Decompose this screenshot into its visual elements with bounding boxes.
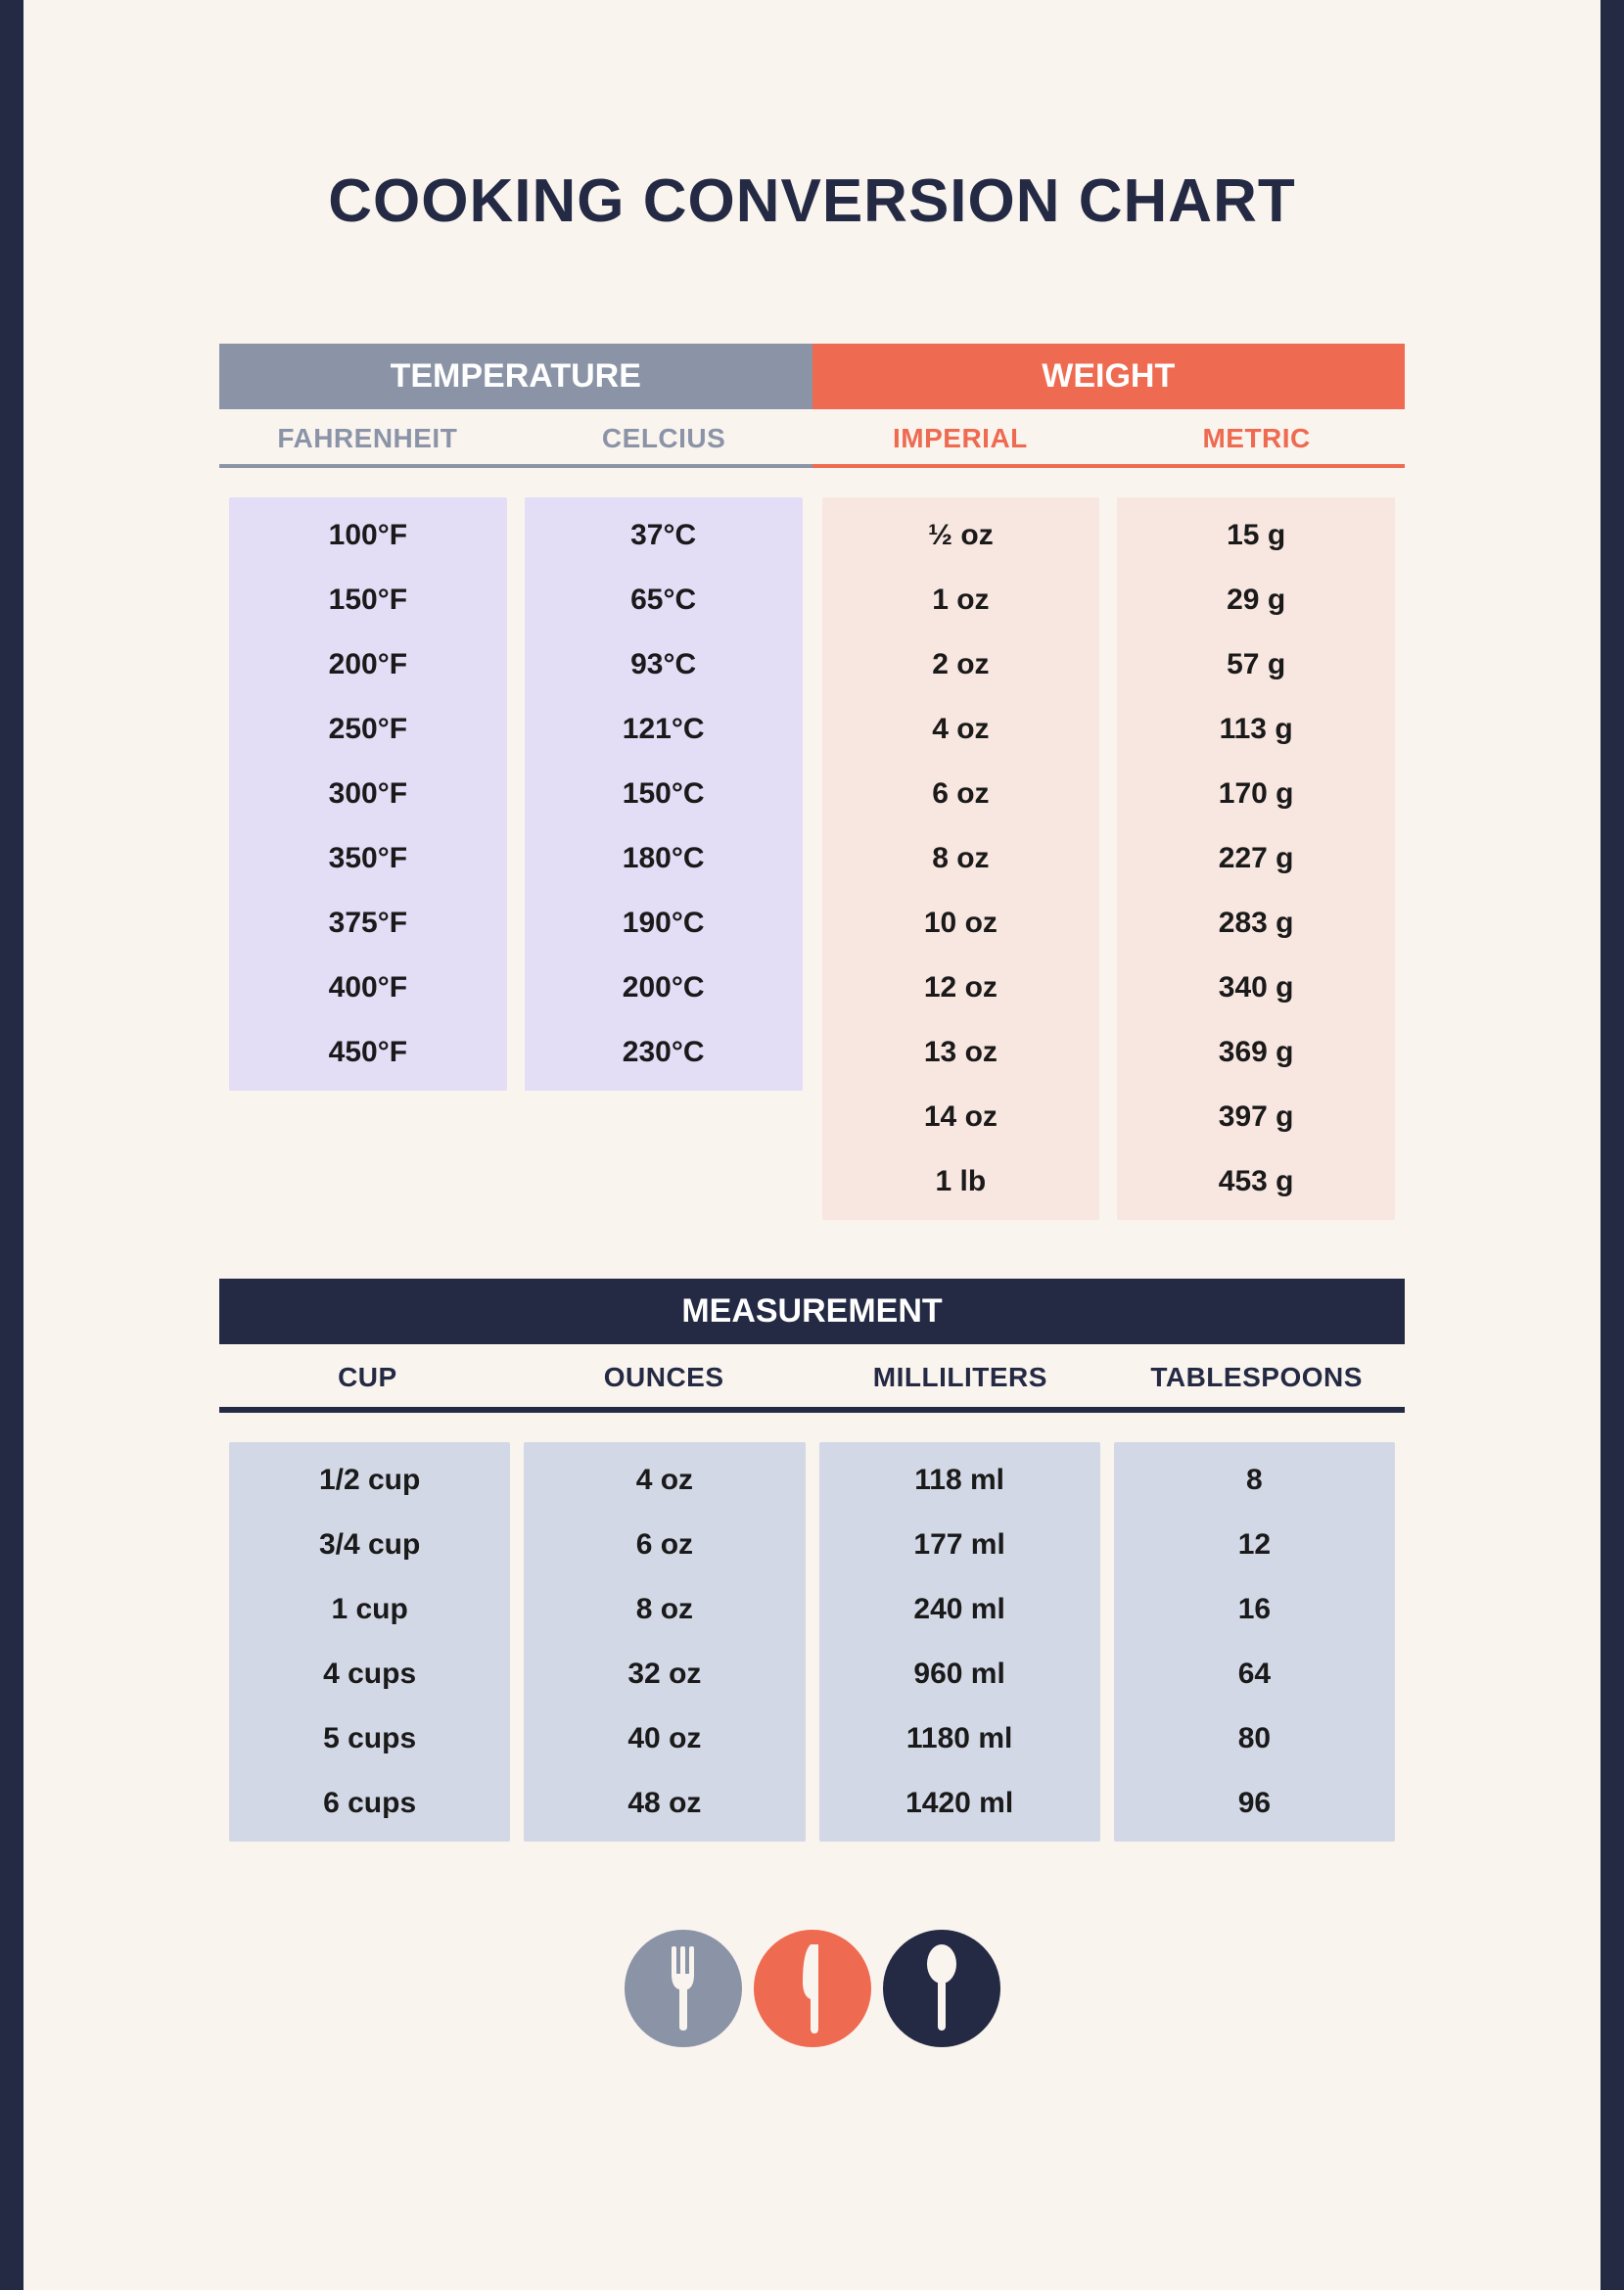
weight-subheaders: IMPERIAL METRIC — [812, 409, 1406, 468]
table-cell: 1 cup — [229, 1593, 510, 1626]
table-cell: 12 oz — [822, 971, 1100, 1005]
table-cell: 397 g — [1117, 1100, 1395, 1134]
table-cell: 5 cups — [229, 1722, 510, 1755]
table-cell: 150°F — [229, 584, 507, 617]
table-cell: 121°C — [525, 713, 803, 746]
table-cell: 400°F — [229, 971, 507, 1005]
temperature-panel: TEMPERATURE FAHRENHEIT CELCIUS 100°F 150°… — [219, 344, 812, 1220]
table-cell: 150°C — [525, 777, 803, 811]
table-cell: 40 oz — [524, 1722, 805, 1755]
metric-label: METRIC — [1108, 423, 1405, 454]
table-cell: 300°F — [229, 777, 507, 811]
table-cell: 29 g — [1117, 584, 1395, 617]
table-cell: 8 oz — [524, 1593, 805, 1626]
table-cell: 6 oz — [524, 1528, 805, 1562]
measurement-data: 1/2 cup 3/4 cup 1 cup 4 cups 5 cups 6 cups 4 … — [219, 1413, 1405, 1842]
table-cell: 4 oz — [524, 1464, 805, 1497]
table-cell: 13 oz — [822, 1036, 1100, 1069]
table-cell: 1 oz — [822, 584, 1100, 617]
table-cell: 453 g — [1117, 1165, 1395, 1198]
table-cell: 10 oz — [822, 907, 1100, 940]
table-cell: 227 g — [1117, 842, 1395, 875]
table-cell: 350°F — [229, 842, 507, 875]
table-cell: 48 oz — [524, 1787, 805, 1820]
table-cell: 375°F — [229, 907, 507, 940]
table-cell: 4 oz — [822, 713, 1100, 746]
table-cell: 230°C — [525, 1036, 803, 1069]
cup-column: 1/2 cup 3/4 cup 1 cup 4 cups 5 cups 6 cups — [229, 1442, 510, 1842]
table-cell: 93°C — [525, 648, 803, 681]
measurement-header: MEASUREMENT — [219, 1279, 1405, 1344]
temperature-subheaders: FAHRENHEIT CELCIUS — [219, 409, 812, 468]
table-cell: 4 cups — [229, 1658, 510, 1691]
cup-label: CUP — [219, 1362, 516, 1393]
milliliters-label: MILLILITERS — [812, 1362, 1109, 1393]
measurement-panel: MEASUREMENT CUP OUNCES MILLILITERS TABLE… — [219, 1279, 1405, 1842]
ounces-label: OUNCES — [516, 1362, 812, 1393]
table-cell: 6 oz — [822, 777, 1100, 811]
tablespoons-label: TABLESPOONS — [1108, 1362, 1405, 1393]
imperial-column: ½ oz 1 oz 2 oz 4 oz 6 oz 8 oz 10 oz 12 oz 13 oz 1… — [822, 497, 1100, 1220]
table-cell: 200°F — [229, 648, 507, 681]
table-cell: 450°F — [229, 1036, 507, 1069]
temperature-data: 100°F 150°F 200°F 250°F 300°F 350°F 375°F 400°F… — [219, 468, 812, 1091]
imperial-label: IMPERIAL — [812, 423, 1109, 454]
table-cell: 250°F — [229, 713, 507, 746]
table-cell: 15 g — [1117, 519, 1395, 552]
tablespoons-column: 8 12 16 64 80 96 — [1114, 1442, 1395, 1842]
milliliters-column: 118 ml 177 ml 240 ml 960 ml 1180 ml 1420 ml — [819, 1442, 1100, 1842]
top-section: TEMPERATURE FAHRENHEIT CELCIUS 100°F 150°… — [23, 344, 1601, 1220]
table-cell: 2 oz — [822, 648, 1100, 681]
table-cell: 8 oz — [822, 842, 1100, 875]
table-cell: 1420 ml — [819, 1787, 1100, 1820]
table-cell: 3/4 cup — [229, 1528, 510, 1562]
table-cell: 369 g — [1117, 1036, 1395, 1069]
table-cell: 64 — [1114, 1658, 1395, 1691]
metric-column: 15 g 29 g 57 g 113 g 170 g 227 g 283 g 340 g 369… — [1117, 497, 1395, 1220]
weight-data: ½ oz 1 oz 2 oz 4 oz 6 oz 8 oz 10 oz 12 oz 13 oz 1… — [812, 468, 1406, 1220]
celcius-column: 37°C 65°C 93°C 121°C 150°C 180°C 190°C 200°C 230… — [525, 497, 803, 1091]
weight-panel: WEIGHT IMPERIAL METRIC ½ oz 1 oz 2 oz 4 oz 6… — [812, 344, 1406, 1220]
table-cell: 12 — [1114, 1528, 1395, 1562]
table-cell: 16 — [1114, 1593, 1395, 1626]
table-cell: 8 — [1114, 1464, 1395, 1497]
weight-header: WEIGHT — [812, 344, 1406, 409]
fahrenheit-label: FAHRENHEIT — [219, 423, 516, 454]
table-cell: ½ oz — [822, 519, 1100, 552]
footer-icons — [23, 1930, 1601, 2047]
table-cell: 65°C — [525, 584, 803, 617]
fahrenheit-column: 100°F 150°F 200°F 250°F 300°F 350°F 375°F 400°F… — [229, 497, 507, 1091]
table-cell: 96 — [1114, 1787, 1395, 1820]
table-cell: 1 lb — [822, 1165, 1100, 1198]
ounces-column: 4 oz 6 oz 8 oz 32 oz 40 oz 48 oz — [524, 1442, 805, 1842]
table-cell: 240 ml — [819, 1593, 1100, 1626]
table-cell: 80 — [1114, 1722, 1395, 1755]
table-cell: 14 oz — [822, 1100, 1100, 1134]
table-cell: 1180 ml — [819, 1722, 1100, 1755]
table-cell: 177 ml — [819, 1528, 1100, 1562]
temperature-header: TEMPERATURE — [219, 344, 812, 409]
celcius-label: CELCIUS — [516, 423, 812, 454]
table-cell: 180°C — [525, 842, 803, 875]
page-title: COOKING CONVERSION CHART — [23, 0, 1601, 344]
table-cell: 170 g — [1117, 777, 1395, 811]
table-cell: 32 oz — [524, 1658, 805, 1691]
table-cell: 37°C — [525, 519, 803, 552]
table-cell: 960 ml — [819, 1658, 1100, 1691]
table-cell: 118 ml — [819, 1464, 1100, 1497]
measurement-subheaders: CUP OUNCES MILLILITERS TABLESPOONS — [219, 1344, 1405, 1413]
table-cell: 340 g — [1117, 971, 1395, 1005]
table-cell: 57 g — [1117, 648, 1395, 681]
table-cell: 6 cups — [229, 1787, 510, 1820]
knife-icon — [754, 1930, 871, 2047]
table-cell: 100°F — [229, 519, 507, 552]
table-cell: 190°C — [525, 907, 803, 940]
table-cell: 283 g — [1117, 907, 1395, 940]
table-cell: 113 g — [1117, 713, 1395, 746]
table-cell: 1/2 cup — [229, 1464, 510, 1497]
table-cell: 200°C — [525, 971, 803, 1005]
fork-icon — [625, 1930, 742, 2047]
spoon-icon — [883, 1930, 1000, 2047]
